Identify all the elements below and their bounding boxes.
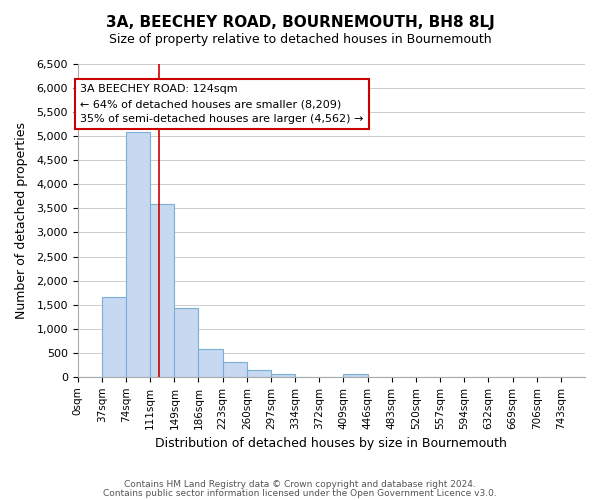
Bar	[271, 374, 295, 377]
Text: Contains public sector information licensed under the Open Government Licence v3: Contains public sector information licen…	[103, 488, 497, 498]
Bar	[175, 308, 199, 377]
X-axis label: Distribution of detached houses by size in Bournemouth: Distribution of detached houses by size …	[155, 437, 507, 450]
Bar	[247, 370, 271, 377]
Text: Contains HM Land Registry data © Crown copyright and database right 2024.: Contains HM Land Registry data © Crown c…	[124, 480, 476, 489]
Bar	[126, 132, 150, 377]
Text: 3A, BEECHEY ROAD, BOURNEMOUTH, BH8 8LJ: 3A, BEECHEY ROAD, BOURNEMOUTH, BH8 8LJ	[106, 15, 494, 30]
Bar	[223, 362, 247, 377]
Text: Size of property relative to detached houses in Bournemouth: Size of property relative to detached ho…	[109, 32, 491, 46]
Bar	[199, 349, 223, 377]
Bar	[343, 374, 368, 377]
Text: 3A BEECHEY ROAD: 124sqm
← 64% of detached houses are smaller (8,209)
35% of semi: 3A BEECHEY ROAD: 124sqm ← 64% of detache…	[80, 84, 364, 124]
Y-axis label: Number of detached properties: Number of detached properties	[15, 122, 28, 319]
Bar	[102, 298, 126, 377]
Bar	[150, 204, 175, 377]
